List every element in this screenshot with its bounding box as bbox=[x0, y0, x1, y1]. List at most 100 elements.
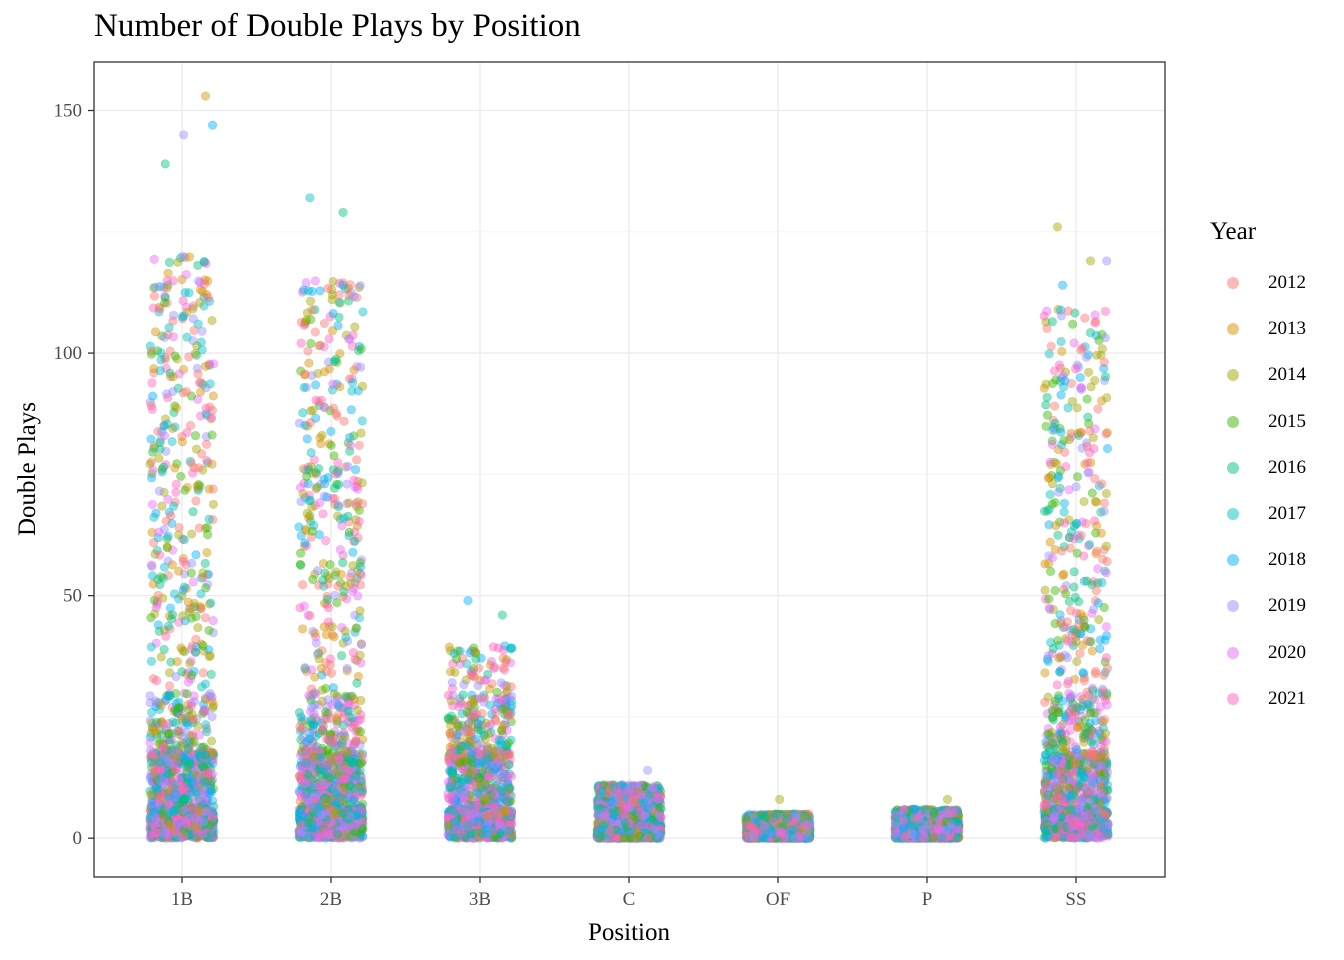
data-point bbox=[346, 405, 356, 415]
data-point bbox=[162, 541, 172, 552]
data-point bbox=[339, 774, 349, 784]
data-point bbox=[344, 290, 354, 300]
data-point bbox=[174, 820, 184, 831]
data-point bbox=[180, 287, 190, 298]
data-point bbox=[337, 521, 347, 531]
data-point bbox=[309, 781, 319, 791]
data-point bbox=[302, 789, 312, 799]
data-point bbox=[318, 575, 328, 585]
data-point bbox=[495, 773, 505, 784]
data-point bbox=[173, 819, 183, 830]
data-point bbox=[163, 494, 173, 504]
data-point bbox=[326, 738, 337, 748]
data-point bbox=[295, 722, 305, 732]
data-point bbox=[202, 455, 212, 466]
data-point bbox=[314, 341, 324, 351]
data-point bbox=[189, 325, 199, 336]
data-point bbox=[299, 382, 309, 393]
data-point bbox=[357, 478, 367, 488]
data-point bbox=[450, 817, 460, 827]
data-point bbox=[146, 754, 156, 764]
data-point bbox=[188, 815, 198, 825]
data-point bbox=[163, 268, 173, 278]
data-point bbox=[357, 751, 368, 761]
data-point bbox=[495, 828, 506, 839]
data-point bbox=[351, 623, 361, 634]
data-point bbox=[203, 293, 213, 303]
data-point bbox=[150, 327, 160, 337]
data-point bbox=[156, 773, 166, 783]
data-point bbox=[195, 387, 206, 397]
data-point bbox=[306, 684, 317, 694]
data-point bbox=[323, 594, 333, 605]
data-point bbox=[302, 315, 312, 325]
data-point bbox=[149, 818, 159, 828]
data-point bbox=[154, 486, 164, 496]
data-point bbox=[168, 372, 178, 382]
data-point bbox=[186, 568, 196, 578]
data-point bbox=[339, 808, 349, 818]
data-point bbox=[181, 820, 191, 831]
data-point bbox=[186, 458, 197, 468]
data-point bbox=[302, 737, 312, 747]
data-point bbox=[316, 777, 327, 787]
data-point bbox=[155, 725, 165, 735]
data-point bbox=[207, 829, 217, 839]
chart-title: Number of Double Plays by Position bbox=[94, 8, 581, 44]
data-point bbox=[177, 667, 187, 677]
data-point bbox=[352, 455, 362, 465]
data-point bbox=[176, 809, 186, 819]
data-point bbox=[168, 817, 179, 827]
data-point bbox=[350, 536, 360, 546]
data-point bbox=[297, 810, 307, 821]
data-point bbox=[338, 280, 348, 290]
data-point bbox=[193, 622, 203, 633]
data-point bbox=[310, 327, 320, 337]
data-point bbox=[200, 613, 210, 623]
data-point bbox=[191, 824, 201, 834]
data-point bbox=[181, 269, 191, 280]
data-point bbox=[326, 426, 336, 437]
data-point bbox=[333, 468, 343, 479]
data-point bbox=[186, 828, 196, 839]
data-point bbox=[350, 737, 361, 748]
data-point bbox=[321, 683, 331, 694]
data-point bbox=[192, 481, 202, 491]
data-point bbox=[449, 806, 459, 816]
data-point bbox=[149, 254, 159, 264]
data-point bbox=[161, 631, 171, 641]
data-point bbox=[182, 689, 192, 699]
data-point bbox=[198, 568, 208, 578]
data-point bbox=[334, 755, 344, 765]
data-point bbox=[342, 663, 352, 674]
data-point bbox=[350, 322, 360, 332]
data-point bbox=[305, 495, 315, 505]
data-point bbox=[188, 507, 198, 517]
data-point bbox=[198, 668, 208, 678]
data-point bbox=[318, 509, 328, 519]
data-point bbox=[336, 569, 346, 579]
data-point bbox=[167, 436, 177, 447]
data-point bbox=[317, 430, 327, 440]
data-point bbox=[471, 797, 481, 807]
data-point bbox=[154, 453, 164, 463]
data-point bbox=[329, 632, 339, 642]
data-point bbox=[348, 647, 359, 658]
data-point bbox=[506, 771, 517, 781]
data-point bbox=[300, 662, 310, 673]
data-point bbox=[326, 753, 336, 764]
data-point bbox=[171, 479, 181, 489]
data-point bbox=[326, 440, 336, 451]
data-point bbox=[328, 683, 339, 693]
data-point bbox=[333, 458, 343, 468]
data-point bbox=[181, 818, 191, 828]
data-point bbox=[159, 814, 169, 825]
data-point bbox=[313, 566, 323, 576]
data-point bbox=[178, 645, 188, 656]
data-point bbox=[325, 659, 335, 670]
data-point bbox=[172, 790, 182, 801]
data-point bbox=[179, 582, 190, 592]
data-point bbox=[350, 821, 360, 831]
data-point bbox=[164, 823, 174, 834]
data-point bbox=[160, 332, 170, 343]
